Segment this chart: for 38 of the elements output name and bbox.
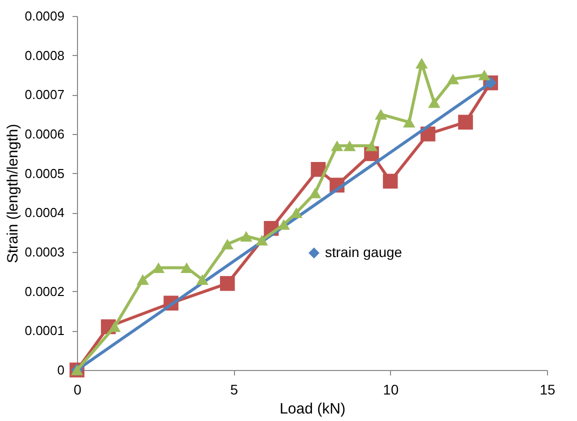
point — [343, 140, 356, 152]
y-tick-label: 0.0002 — [24, 284, 64, 299]
y-tick-label: 0.0003 — [24, 244, 64, 260]
x-axis-title: Load (kN) — [280, 400, 346, 418]
y-tick-label: 0.0005 — [24, 166, 64, 181]
point — [256, 234, 268, 246]
x-tick-label: 5 — [230, 382, 238, 398]
legend-label: strain gauge — [325, 244, 402, 260]
point — [428, 97, 440, 108]
y-tick-label: 0 — [57, 362, 64, 378]
point — [220, 276, 235, 291]
point — [446, 74, 460, 84]
y-tick-label: 0.0007 — [24, 87, 64, 102]
point — [240, 230, 252, 242]
point — [221, 238, 234, 250]
point — [196, 274, 208, 285]
x-tick-label: 10 — [383, 382, 399, 398]
point — [108, 321, 121, 332]
point — [458, 114, 473, 130]
point — [136, 274, 149, 285]
point — [180, 262, 193, 274]
y-axis-title: Strain (length/length) — [4, 124, 22, 264]
point — [309, 188, 322, 198]
point — [416, 58, 428, 69]
y-tick-label: 0.0004 — [24, 205, 64, 220]
y-tick-label: 0.0008 — [24, 48, 64, 63]
point — [382, 174, 398, 189]
y-tick-label: 0.0006 — [24, 126, 64, 142]
point — [278, 219, 290, 230]
point — [330, 140, 344, 152]
point — [478, 70, 490, 80]
y-tick-label: 0.0001 — [24, 323, 64, 338]
x-tick-label: 0 — [74, 382, 82, 398]
x-tick-label: 15 — [540, 382, 556, 398]
point — [374, 109, 388, 120]
y-tick-label: 0.0009 — [24, 8, 64, 24]
point — [365, 140, 378, 152]
point — [403, 116, 416, 128]
